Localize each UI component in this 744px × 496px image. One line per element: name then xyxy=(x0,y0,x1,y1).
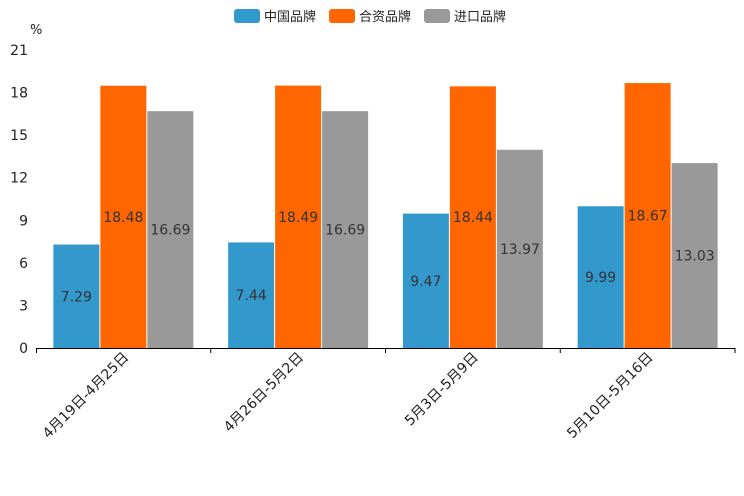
bar-1-1 xyxy=(53,244,100,348)
y-tick-label-15: 15 xyxy=(10,128,28,144)
y-axis-unit-label: % xyxy=(30,23,42,38)
bar-value-label: 18.67 xyxy=(628,209,668,225)
bar-value-label: 18.49 xyxy=(278,210,318,226)
bar-value-label: 13.97 xyxy=(500,242,540,258)
bar-value-label: 7.29 xyxy=(61,289,92,305)
bar-3-3 xyxy=(496,149,543,348)
bar-value-label: 16.69 xyxy=(325,223,365,239)
bar-1-2 xyxy=(228,242,275,348)
bar-3-4 xyxy=(671,163,718,348)
bar-value-label: 18.48 xyxy=(103,210,143,226)
legend-label-1: 中国品牌 xyxy=(264,9,316,25)
x-axis-ticks: 4月19日-4月25日 4月26日-5月2日 5月3日-5月9日 5月10日-5月16… xyxy=(36,348,736,442)
x-category-label: 5月3日-5月9日 xyxy=(402,350,482,430)
y-tick-label-21: 21 xyxy=(10,43,28,59)
y-tick-label-0: 0 xyxy=(19,341,28,357)
bar-value-label: 18.44 xyxy=(453,210,493,226)
x-category-label: 4月19日-4月25日 xyxy=(40,350,132,442)
x-category-label: 4月26日-5月2日 xyxy=(221,350,307,436)
bar-2-4 xyxy=(624,83,671,348)
y-axis-ticks: 0 3 6 9 12 15 18 21 xyxy=(10,43,28,357)
bar-value-label: 7.44 xyxy=(236,288,267,304)
y-tick-label-12: 12 xyxy=(10,171,28,187)
y-tick-label-9: 9 xyxy=(19,213,28,229)
bar-value-label: 9.47 xyxy=(410,274,441,290)
bar-value-label: 16.69 xyxy=(150,223,190,239)
bar-1-3 xyxy=(402,213,449,348)
legend-swatch-1 xyxy=(234,9,260,23)
bar-2-2 xyxy=(275,85,322,348)
legend-label-3: 进口品牌 xyxy=(454,9,506,25)
legend-swatch-2 xyxy=(329,9,355,23)
bar-value-label: 9.99 xyxy=(585,270,616,286)
bar-series: 7.29 18.48 16.69 7.44 18.49 16.69 9.47 18.44 13.… xyxy=(53,83,718,348)
bar-value-label: 13.03 xyxy=(675,249,715,265)
y-tick-label-6: 6 xyxy=(19,256,28,272)
y-tick-label-3: 3 xyxy=(19,298,28,314)
bar-3-1 xyxy=(147,111,194,348)
bar-2-1 xyxy=(100,85,147,348)
bar-1-4 xyxy=(577,206,624,348)
legend-label-2: 合资品牌 xyxy=(359,9,411,25)
bar-2-3 xyxy=(449,86,496,348)
legend-swatch-3 xyxy=(424,9,450,23)
bar-3-2 xyxy=(322,111,369,348)
x-category-label: 5月10日-5月16日 xyxy=(564,350,656,442)
y-tick-label-18: 18 xyxy=(10,86,28,102)
chart-legend: 中国品牌 合资品牌 进口品牌 xyxy=(234,9,506,25)
